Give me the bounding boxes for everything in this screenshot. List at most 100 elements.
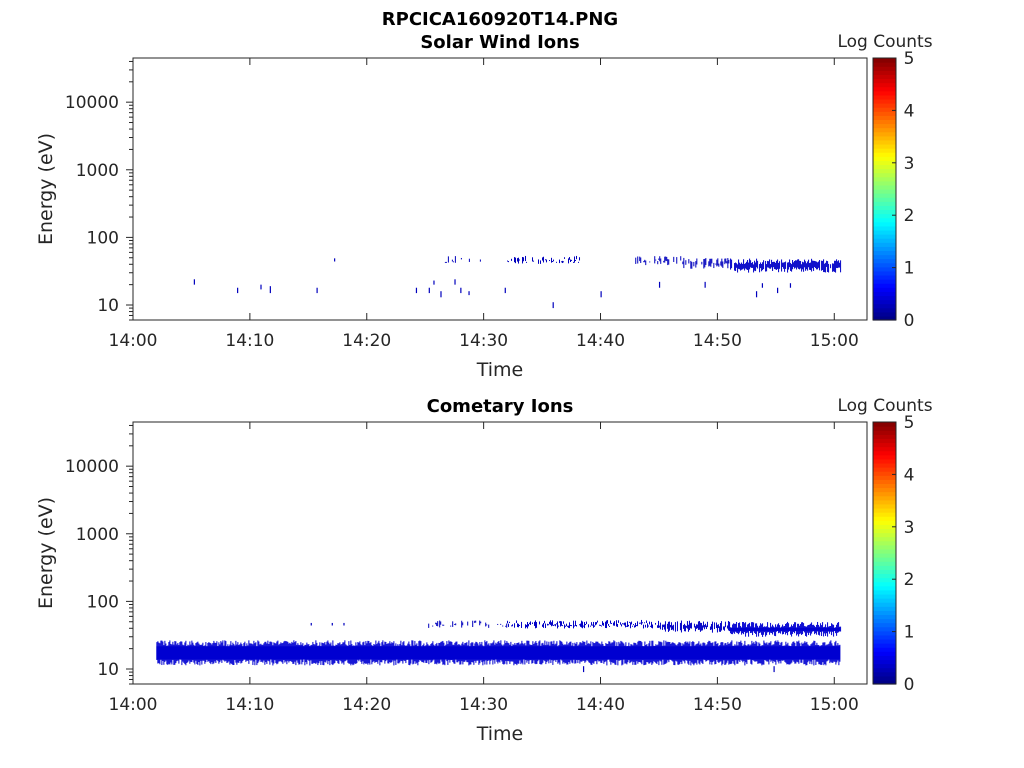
colorbar-swatch	[873, 528, 896, 534]
band-column	[230, 641, 232, 664]
band-column	[162, 641, 164, 661]
band-column	[327, 640, 329, 665]
band-column	[802, 261, 804, 270]
band-column	[792, 260, 794, 270]
band-column	[340, 644, 342, 662]
band-column	[556, 641, 558, 660]
band-column	[669, 624, 671, 628]
band-column	[534, 621, 536, 626]
band-column	[206, 646, 208, 660]
band-column	[447, 644, 449, 665]
colorbar-swatch	[873, 655, 896, 661]
band-column	[768, 261, 770, 268]
band-column	[744, 623, 746, 633]
data-segment	[428, 287, 430, 294]
band-column	[809, 624, 811, 633]
band-column	[185, 640, 187, 666]
band-column	[295, 641, 297, 666]
band-column	[356, 645, 358, 664]
data-segment	[331, 622, 333, 626]
x-axis: 14:00 14:10 14:20 14:30 14:40 14:50 15:00	[109, 58, 859, 351]
band-column	[787, 642, 789, 665]
x-tick-label: 14:20	[342, 331, 391, 351]
colorbar-tick-label: 3	[904, 154, 915, 174]
band-column	[578, 261, 580, 263]
band-column	[839, 262, 841, 268]
data-segment	[582, 666, 585, 673]
band-column	[188, 645, 190, 661]
band-column	[237, 642, 239, 663]
band-column	[716, 259, 718, 267]
band-column	[599, 624, 601, 626]
band-column	[725, 258, 727, 263]
band-column	[228, 646, 230, 662]
band-column	[458, 644, 460, 662]
colorbar-swatch	[873, 675, 896, 681]
band-column	[721, 642, 723, 666]
colorbar-swatch	[873, 156, 896, 161]
band-column	[763, 260, 765, 270]
colorbar-swatch	[873, 450, 896, 456]
colorbar-swatch	[873, 458, 896, 464]
band-column	[235, 640, 237, 663]
band-column	[718, 646, 720, 664]
band-column	[368, 640, 370, 664]
band-column	[183, 645, 185, 663]
band-column	[730, 641, 732, 665]
band-column	[435, 644, 437, 664]
band-column	[576, 642, 578, 661]
band-column	[537, 645, 539, 662]
colorbar-swatch	[873, 491, 896, 497]
colorbar-swatch	[873, 148, 896, 153]
colorbar-swatch	[873, 679, 896, 685]
band-column	[526, 624, 528, 628]
x-tick-label: 14:50	[693, 695, 742, 715]
band-column	[488, 643, 490, 661]
band-column	[807, 261, 809, 271]
band-column	[760, 623, 762, 633]
band-column	[569, 641, 571, 664]
band-column	[635, 257, 637, 264]
band-column	[518, 257, 520, 264]
band-column	[754, 643, 756, 662]
band-column	[566, 641, 568, 665]
band-column	[746, 261, 748, 270]
band-column	[779, 625, 781, 633]
band-column	[635, 622, 637, 628]
band-column	[621, 641, 623, 666]
band-column	[810, 262, 812, 271]
band-column	[671, 625, 673, 630]
band-column	[649, 261, 651, 263]
colorbar-swatch	[873, 209, 896, 215]
colorbar-swatch	[873, 291, 896, 297]
data-band	[658, 620, 730, 633]
band-column	[491, 643, 493, 660]
band-column	[658, 620, 660, 628]
band-column	[719, 645, 721, 662]
band-column	[608, 623, 610, 626]
band-column	[811, 622, 813, 634]
band-column	[628, 642, 630, 661]
colorbar-swatch	[873, 430, 896, 435]
band-column	[543, 644, 545, 661]
band-column	[504, 640, 506, 664]
colorbar-swatch	[873, 540, 896, 546]
band-column	[839, 644, 841, 662]
band-column	[549, 621, 551, 625]
band-column	[766, 264, 768, 272]
band-column	[436, 622, 438, 626]
band-column	[544, 620, 546, 624]
colorbar-swatch	[873, 426, 896, 431]
band-column	[749, 258, 751, 270]
band-column	[460, 257, 462, 260]
band-column	[625, 622, 627, 628]
band-column	[447, 256, 449, 263]
band-column	[742, 645, 744, 663]
band-column	[486, 624, 488, 626]
band-column	[757, 260, 759, 269]
band-column	[505, 625, 507, 627]
band-column	[565, 644, 567, 663]
band-column	[623, 643, 625, 660]
colorbar-swatch	[873, 184, 896, 190]
band-column	[762, 262, 764, 271]
